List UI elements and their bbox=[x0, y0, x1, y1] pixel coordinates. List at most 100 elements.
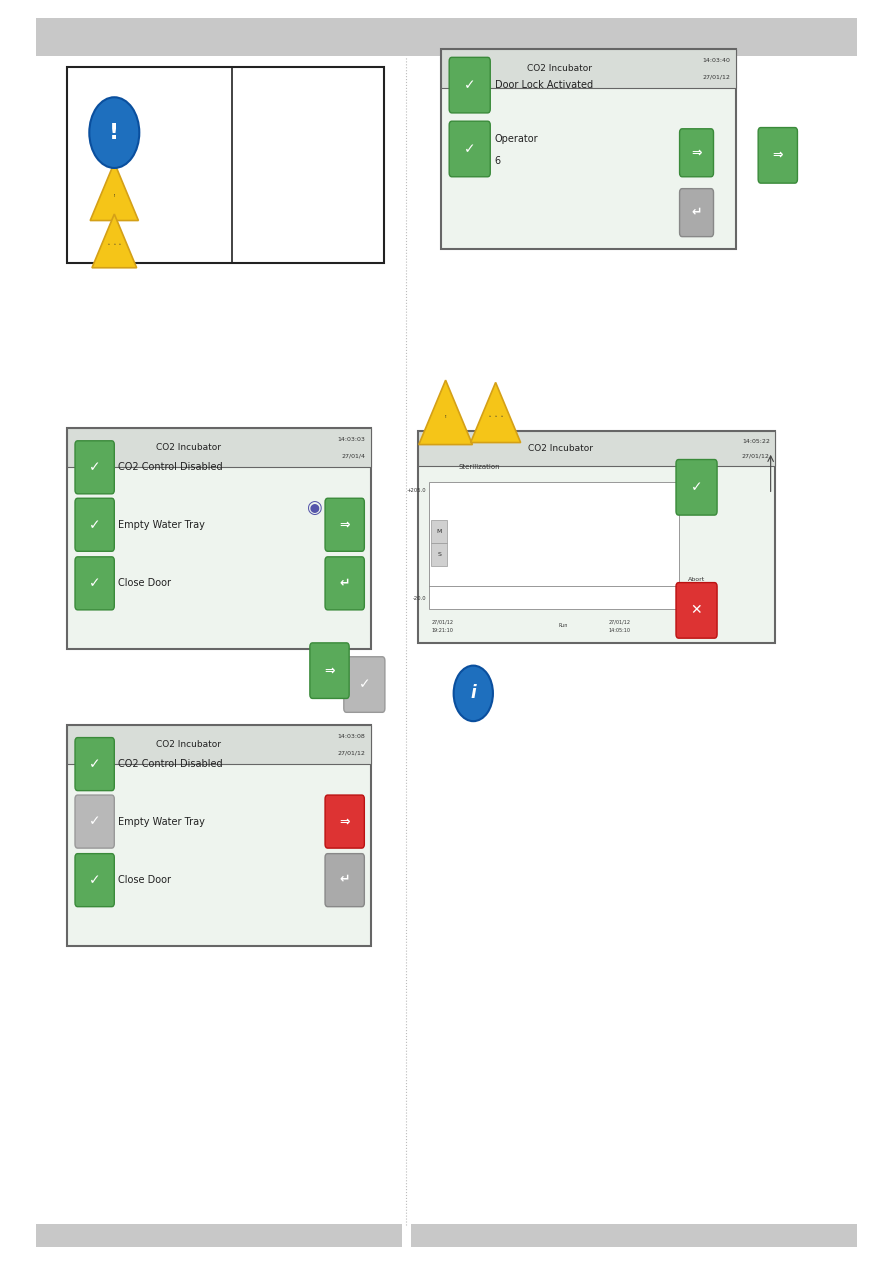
Bar bbox=[431, 520, 447, 543]
Text: CO2 Incubator: CO2 Incubator bbox=[527, 64, 591, 73]
Bar bbox=[67, 67, 384, 263]
Text: ≋: ≋ bbox=[501, 416, 503, 417]
Text: ⇒: ⇒ bbox=[339, 518, 350, 532]
Text: ✓: ✓ bbox=[358, 677, 371, 692]
Text: Run: Run bbox=[559, 623, 568, 628]
FancyBboxPatch shape bbox=[676, 460, 717, 515]
Bar bbox=[429, 481, 679, 609]
Text: CO2 Control Disabled: CO2 Control Disabled bbox=[118, 462, 222, 472]
Text: Heating: Heating bbox=[679, 464, 706, 470]
FancyBboxPatch shape bbox=[75, 498, 114, 551]
Text: 27/01/12: 27/01/12 bbox=[703, 75, 730, 80]
Polygon shape bbox=[90, 163, 138, 221]
FancyBboxPatch shape bbox=[676, 582, 717, 638]
Text: Empty Water Tray: Empty Water Tray bbox=[118, 817, 204, 826]
FancyBboxPatch shape bbox=[449, 57, 490, 112]
Text: ✓: ✓ bbox=[88, 576, 101, 590]
Text: ◉: ◉ bbox=[306, 499, 322, 517]
Text: 27/01/12: 27/01/12 bbox=[431, 619, 454, 624]
Bar bbox=[67, 725, 371, 946]
Text: ↵: ↵ bbox=[691, 206, 702, 220]
Text: ≋: ≋ bbox=[108, 244, 110, 245]
Text: CO2 Incubator: CO2 Incubator bbox=[156, 740, 221, 749]
Text: ✓: ✓ bbox=[88, 460, 101, 475]
Text: CO2 Control Disabled: CO2 Control Disabled bbox=[118, 759, 222, 769]
FancyBboxPatch shape bbox=[75, 796, 114, 849]
FancyBboxPatch shape bbox=[325, 557, 364, 610]
FancyBboxPatch shape bbox=[680, 188, 714, 236]
Text: 14:03:03: 14:03:03 bbox=[338, 437, 365, 442]
Text: ⇒: ⇒ bbox=[691, 147, 702, 159]
Text: 14:05:10: 14:05:10 bbox=[609, 628, 630, 633]
Polygon shape bbox=[471, 383, 521, 442]
Bar bbox=[36, 18, 857, 56]
Text: Close Door: Close Door bbox=[118, 875, 171, 885]
Text: Close Door: Close Door bbox=[118, 578, 171, 589]
FancyBboxPatch shape bbox=[325, 854, 364, 907]
Text: 14:03:40: 14:03:40 bbox=[703, 58, 730, 63]
Circle shape bbox=[89, 97, 139, 168]
FancyBboxPatch shape bbox=[325, 498, 364, 551]
FancyBboxPatch shape bbox=[325, 796, 364, 849]
Bar bbox=[36, 1224, 402, 1247]
Text: Abort: Abort bbox=[688, 577, 705, 582]
Bar bbox=[441, 49, 736, 88]
Text: Door Lock Activated: Door Lock Activated bbox=[495, 80, 593, 90]
Text: ↵: ↵ bbox=[339, 874, 350, 887]
Text: 14:05:22: 14:05:22 bbox=[742, 438, 770, 443]
Text: CO2 Incubator: CO2 Incubator bbox=[156, 443, 221, 452]
Text: S: S bbox=[438, 552, 441, 557]
Text: 19:21:10: 19:21:10 bbox=[431, 628, 453, 633]
Text: 27/01/12: 27/01/12 bbox=[338, 750, 365, 755]
Text: 14:03:08: 14:03:08 bbox=[338, 734, 365, 739]
Text: !: ! bbox=[113, 195, 115, 198]
Polygon shape bbox=[419, 380, 472, 445]
Polygon shape bbox=[92, 215, 137, 268]
Bar bbox=[431, 543, 447, 566]
Text: !: ! bbox=[109, 123, 120, 143]
Text: 27/01/12: 27/01/12 bbox=[742, 453, 770, 458]
Text: i: i bbox=[471, 685, 476, 702]
Text: +205.0: +205.0 bbox=[406, 488, 426, 493]
FancyBboxPatch shape bbox=[310, 643, 349, 698]
Text: 6: 6 bbox=[495, 157, 501, 165]
Bar bbox=[67, 725, 371, 764]
Text: ≋: ≋ bbox=[113, 244, 115, 245]
Text: ✓: ✓ bbox=[88, 873, 101, 887]
FancyBboxPatch shape bbox=[344, 657, 385, 712]
Bar bbox=[441, 49, 736, 249]
Text: M: M bbox=[437, 529, 442, 534]
Text: ≋: ≋ bbox=[119, 244, 121, 245]
Text: 27/01/4: 27/01/4 bbox=[341, 453, 365, 458]
Text: -20.0: -20.0 bbox=[413, 596, 426, 601]
Text: ⇒: ⇒ bbox=[339, 815, 350, 829]
Text: ✕: ✕ bbox=[690, 604, 703, 618]
Text: ✓: ✓ bbox=[463, 141, 476, 157]
Text: ✓: ✓ bbox=[690, 480, 703, 494]
Text: Empty Water Tray: Empty Water Tray bbox=[118, 520, 204, 529]
Text: !: ! bbox=[445, 416, 446, 419]
Text: ✓: ✓ bbox=[88, 757, 101, 772]
Bar bbox=[418, 431, 775, 643]
Bar bbox=[411, 1224, 857, 1247]
Text: Operator: Operator bbox=[495, 134, 538, 144]
FancyBboxPatch shape bbox=[75, 854, 114, 907]
Text: Sterilization: Sterilization bbox=[458, 464, 500, 470]
Text: ⇒: ⇒ bbox=[772, 149, 783, 162]
Text: 27/01/12: 27/01/12 bbox=[609, 619, 630, 624]
Text: ↵: ↵ bbox=[339, 577, 350, 590]
Bar bbox=[67, 428, 371, 467]
Text: ⇒: ⇒ bbox=[324, 664, 335, 677]
FancyBboxPatch shape bbox=[449, 121, 490, 177]
Bar bbox=[418, 431, 775, 466]
Text: ≋: ≋ bbox=[488, 416, 490, 417]
Text: ✓: ✓ bbox=[88, 518, 101, 532]
FancyBboxPatch shape bbox=[680, 129, 714, 177]
FancyBboxPatch shape bbox=[75, 441, 114, 494]
Text: ✓: ✓ bbox=[88, 815, 101, 829]
Text: ≋: ≋ bbox=[495, 416, 497, 417]
Bar bbox=[67, 428, 371, 649]
FancyBboxPatch shape bbox=[75, 557, 114, 610]
Text: ✓: ✓ bbox=[463, 78, 476, 92]
Text: CO2 Incubator: CO2 Incubator bbox=[529, 445, 593, 453]
